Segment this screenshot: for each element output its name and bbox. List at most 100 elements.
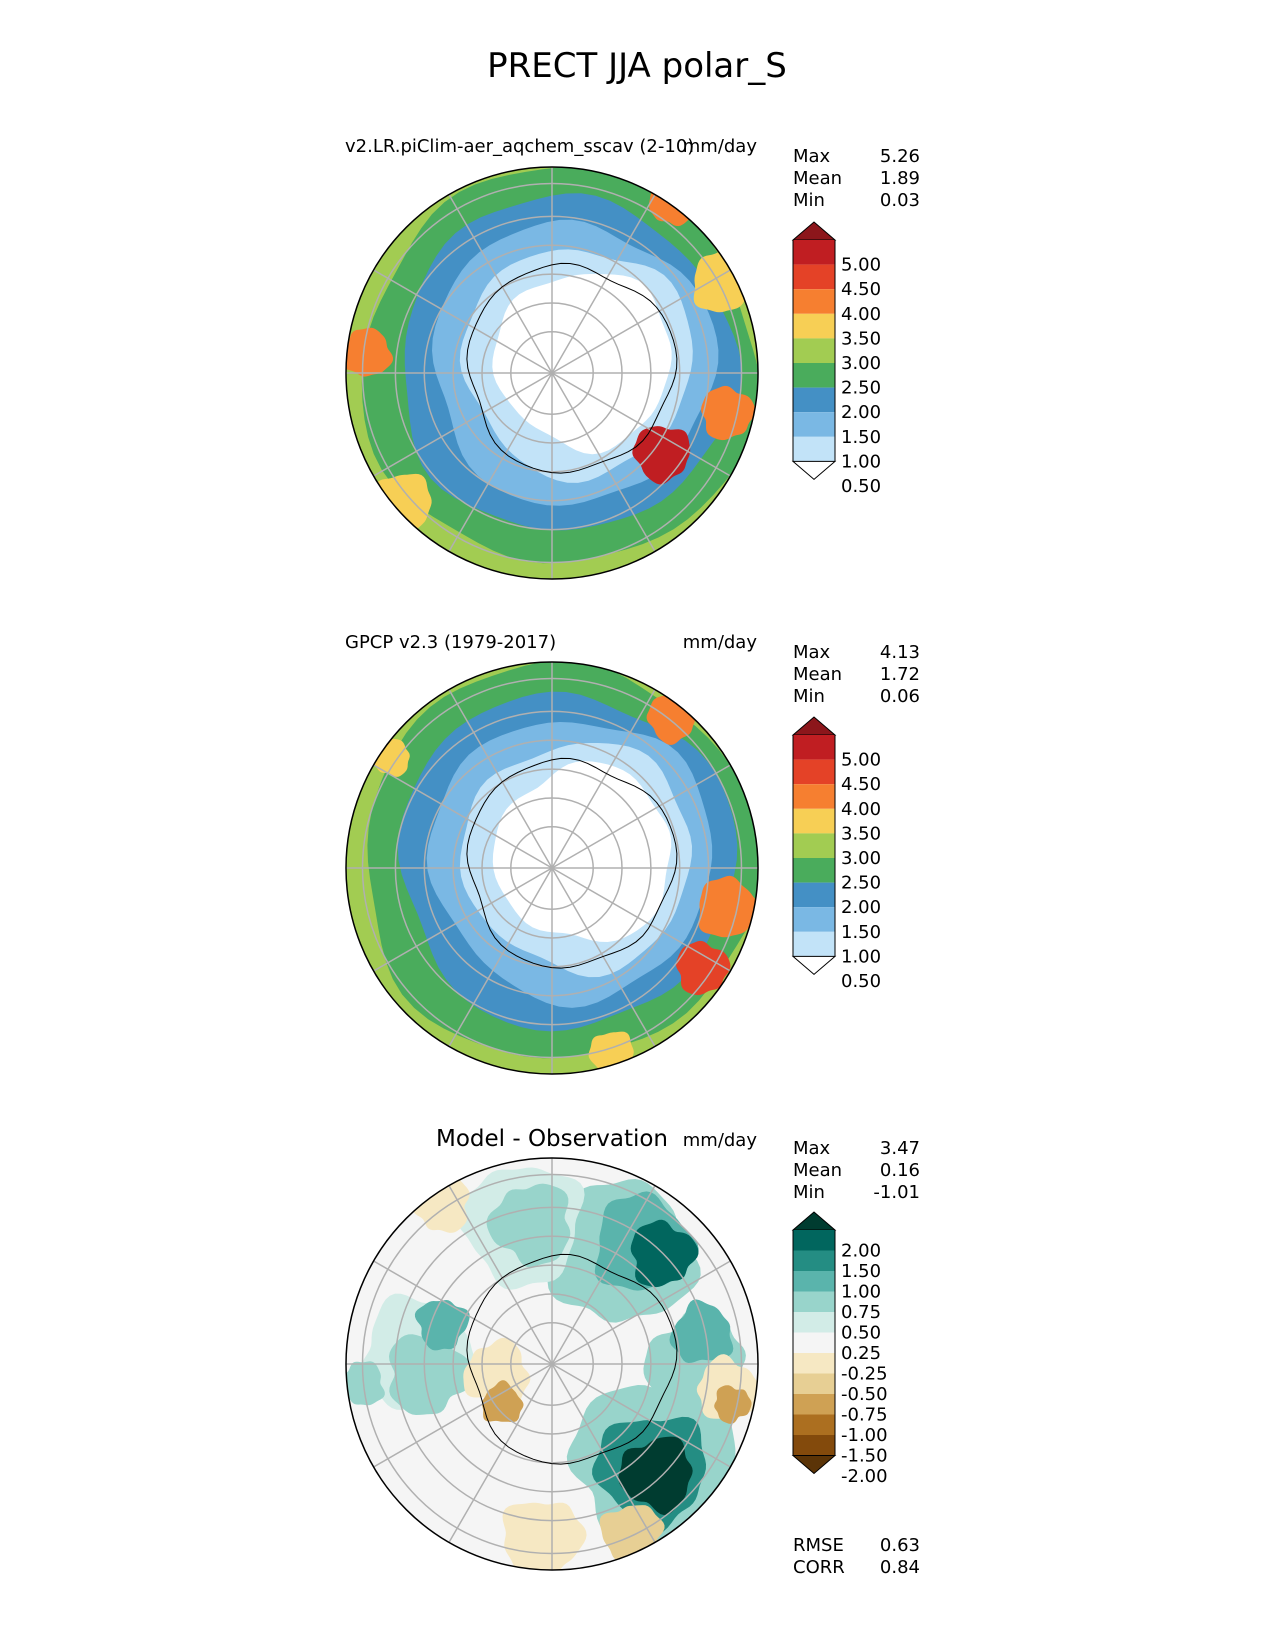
- precip-region: [492, 274, 672, 455]
- colorbar-tick-label: 4.00: [841, 304, 881, 325]
- panel-model-colorbar: 5.00 4.50 4.00 3.50 3.00 2.50 2.00 1.50 1.00 0.50: [791, 221, 881, 497]
- colorbar-segment: [793, 858, 835, 883]
- panel-diff-gridlines: [346, 1158, 758, 1570]
- stat-value: 0.03: [880, 190, 920, 211]
- panel-model-gridlines: [346, 167, 758, 579]
- colorbar-segment: [793, 1250, 835, 1271]
- colorbar-segment: [793, 882, 835, 908]
- panel-obs-colorbar: 5.00 4.50 4.00 3.50 3.00 2.50 2.00 1.50 1.00 0.50: [791, 716, 881, 992]
- precip-region: [588, 1031, 634, 1074]
- colorbar-tick-label: 0.25: [841, 1343, 881, 1364]
- panel-diff-map-border: [345, 1157, 759, 1571]
- colorbar-extend-max: [791, 716, 837, 736]
- diff-region: [714, 1385, 752, 1424]
- colorbar-segment: [793, 338, 835, 363]
- panel-model-stats: Max 5.26 Mean 1.89 Min 0.03: [793, 146, 920, 211]
- colorbar-tick-label: 1.00: [841, 1282, 881, 1303]
- colorbar-tick-label: 0.75: [841, 1302, 881, 1323]
- colorbar-tick-label: 0.50: [841, 476, 881, 497]
- metric-value: 0.84: [880, 1557, 920, 1578]
- colorbar-segment: [793, 387, 835, 413]
- colorbar-segment: [793, 1271, 835, 1292]
- diff-region: [463, 1337, 531, 1407]
- colorbar-extend-min: [791, 1455, 837, 1475]
- stat-label: Mean: [793, 1160, 842, 1181]
- metric-label: CORR: [793, 1557, 845, 1578]
- colorbar-segment: [793, 289, 835, 314]
- panel-diff-colorbar: 2.001.501.000.750.500.25-0.25-0.50-0.75-…: [791, 1211, 888, 1487]
- colorbar-tick-label: 4.50: [841, 774, 881, 795]
- longitude-gridline: [551, 269, 731, 374]
- longitude-gridline: [373, 867, 553, 972]
- stat-value: 5.26: [880, 146, 920, 167]
- stat-label: Min: [793, 686, 825, 707]
- colorbar-tick-label: 2.50: [841, 873, 881, 894]
- precip-region: [676, 940, 731, 996]
- colorbar-tick-label: 1.00: [841, 451, 881, 472]
- stat-value: 1.72: [880, 664, 920, 685]
- colorbar-extend-min: [791, 460, 837, 481]
- colorbar-tick-label: -0.50: [841, 1384, 888, 1405]
- colorbar-segment: [793, 784, 835, 809]
- panel-obs-map: [346, 662, 758, 1074]
- longitude-gridline: [448, 1363, 553, 1543]
- precip-region: [346, 327, 393, 377]
- stat-label: Mean: [793, 168, 842, 189]
- diff-region: [630, 1219, 699, 1288]
- panel-obs-map-border: [345, 661, 759, 1075]
- colorbar-segment: [793, 313, 835, 339]
- coastline: [466, 757, 678, 969]
- longitude-gridline: [448, 689, 553, 869]
- stat-label: Max: [793, 642, 831, 663]
- longitude-gridline: [448, 867, 553, 1047]
- longitude-gridline: [373, 1363, 553, 1468]
- diff-region: [669, 1299, 734, 1363]
- colorbar-segment: [793, 436, 835, 462]
- panel-diff-stats: Max 3.47 Mean 0.16 Min -1.01: [793, 1138, 920, 1203]
- longitude-gridline: [551, 194, 656, 374]
- colorbar-segment: [793, 1332, 835, 1353]
- colorbar-segment: [793, 1291, 835, 1312]
- stat-value: 4.13: [880, 642, 920, 663]
- colorbar-segment: [793, 1414, 835, 1435]
- panel-obs-title: GPCP v2.3 (1979-2017): [345, 632, 556, 653]
- colorbar-tick-label: 3.50: [841, 823, 881, 844]
- colorbar-outline: [792, 240, 836, 462]
- panel-model: v2.LR.piClim-aer_aqchem_sscav (2-10) mm/…: [345, 136, 920, 580]
- panel-model-units: mm/day: [683, 136, 758, 157]
- colorbar-tick-label: 1.50: [841, 1261, 881, 1282]
- longitude-gridline: [448, 1185, 553, 1365]
- colorbar-tick-label: 4.00: [841, 799, 881, 820]
- colorbar-extend-max: [791, 221, 837, 241]
- colorbar-extend-min: [791, 955, 837, 976]
- longitude-gridline: [551, 867, 731, 972]
- colorbar-segment: [793, 907, 835, 932]
- colorbar-tick-label: 3.00: [841, 353, 881, 374]
- stat-label: Mean: [793, 664, 842, 685]
- stat-label: Max: [793, 1138, 831, 1159]
- colorbar-tick-label: 1.50: [841, 427, 881, 448]
- diff-region: [486, 1183, 571, 1268]
- diff-region: [502, 1502, 587, 1570]
- stat-label: Min: [793, 190, 825, 211]
- colorbar-tick-label: 2.00: [841, 1241, 881, 1262]
- longitude-gridline: [551, 1185, 656, 1365]
- colorbar-tick-label: 2.00: [841, 897, 881, 918]
- coastline: [466, 262, 678, 474]
- colorbar-segment: [793, 1394, 835, 1415]
- longitude-gridline: [551, 372, 731, 477]
- panel-obs-gridlines: [346, 662, 758, 1074]
- colorbar-segment: [793, 931, 835, 957]
- colorbar-outline: [792, 735, 836, 957]
- colorbar-tick-label: 3.50: [841, 328, 881, 349]
- precip-region: [698, 875, 758, 938]
- colorbar-segment: [793, 240, 835, 265]
- colorbar-segment: [793, 412, 835, 437]
- panel-obs: GPCP v2.3 (1979-2017) mm/day Max 4.13 Me…: [345, 632, 920, 1075]
- panel-diff-metrics: RMSE 0.63 CORR 0.84: [793, 1535, 920, 1578]
- longitude-gridline: [551, 1363, 656, 1543]
- colorbar-tick-label: 1.00: [841, 946, 881, 967]
- stat-label: Max: [793, 146, 831, 167]
- colorbar-tick-label: 4.50: [841, 279, 881, 300]
